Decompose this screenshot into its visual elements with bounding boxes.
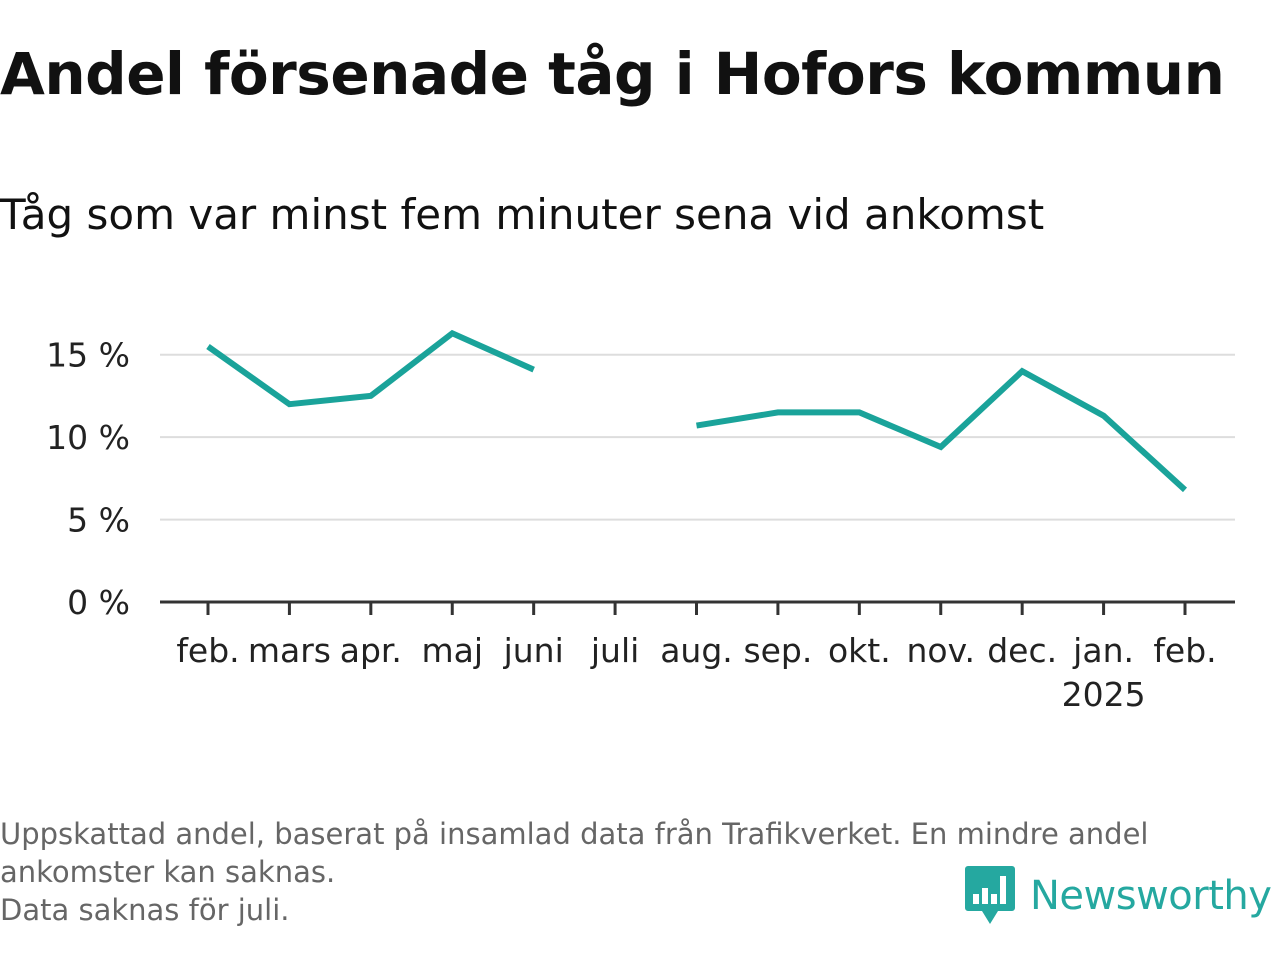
footnote-line-2: ankomster kan saknas. — [0, 855, 336, 889]
footnote-line-3: Data saknas för juli. — [0, 893, 290, 927]
x-tick-label: juli — [590, 631, 639, 670]
x-tick-label: mars — [248, 631, 331, 670]
x-tick-label: apr. — [340, 631, 402, 670]
chart-subtitle: Tåg som var minst fem minuter sena vid a… — [0, 190, 1045, 239]
logo-text: Newsworthy — [1030, 873, 1272, 919]
y-tick-label: 5 % — [67, 501, 130, 540]
y-axis-tick-labels: 0 % 5 % 10 % 15 % — [46, 336, 130, 622]
x-tick-label: okt. — [828, 631, 891, 670]
grid-lines — [160, 353, 1235, 521]
x-tick-label: aug. — [660, 631, 733, 670]
x-tick-label: nov. — [906, 631, 975, 670]
y-tick-label: 10 % — [46, 418, 130, 457]
footnote: Uppskattad andel, baserat på insamlad da… — [0, 815, 1149, 929]
x-year-label: 2025 — [1062, 675, 1146, 714]
chart-title: Andel försenade tåg i Hofors kommun — [0, 40, 1225, 108]
x-axis-ticks: feb. mars apr. maj juni juli aug. sep. okt. nov. d… — [176, 602, 1217, 714]
x-tick-label: feb. — [1153, 631, 1216, 670]
x-tick-label: sep. — [743, 631, 812, 670]
series-line-segment — [206, 329, 535, 408]
x-tick-label: jan. — [1072, 631, 1134, 670]
footnote-line-1: Uppskattad andel, baserat på insamlad da… — [0, 817, 1149, 851]
series-line-segment — [696, 367, 1188, 493]
y-tick-label: 0 % — [67, 583, 130, 622]
series-lines — [206, 329, 1188, 493]
bar-chart-speech-bubble-icon — [965, 866, 1015, 924]
x-tick-label: dec. — [987, 631, 1057, 670]
x-tick-label: maj — [421, 631, 483, 670]
newsworthy-logo: Newsworthy — [964, 864, 1272, 928]
y-tick-label: 15 % — [46, 336, 130, 375]
x-tick-label: feb. — [176, 631, 239, 670]
x-tick-label: juni — [503, 631, 564, 670]
